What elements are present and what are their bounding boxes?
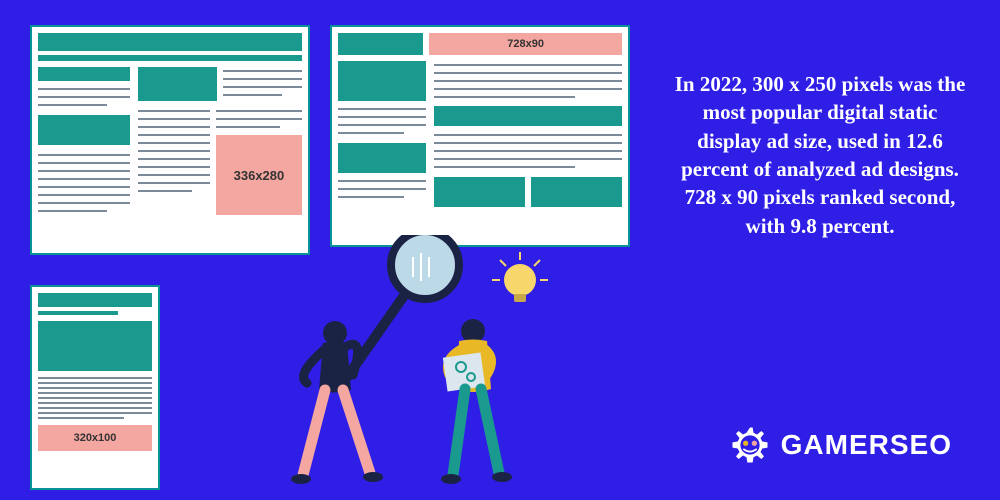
- wireframe-block: [338, 143, 426, 173]
- wireframe-subheader: [38, 55, 302, 61]
- people-illustration: [220, 235, 620, 495]
- wireframe-336x280: 336x280: [30, 25, 310, 255]
- brand-logo: GAMERSEO: [729, 424, 952, 466]
- wireframe-header: [38, 293, 152, 307]
- wireframe-mobile-320x100: 320x100: [30, 285, 160, 490]
- wireframe-block: [434, 106, 622, 126]
- brand-name: GAMERSEO: [781, 429, 952, 461]
- wireframe-block: [338, 61, 426, 101]
- infographic-copy: In 2022, 300 x 250 pixels was the most p…: [670, 70, 970, 240]
- ad-320x100: 320x100: [38, 425, 152, 451]
- wireframe-header: [338, 33, 423, 55]
- wireframe-block: [38, 67, 130, 81]
- wireframe-block: [38, 321, 152, 371]
- wireframe-block: [531, 177, 622, 207]
- ad-728x90: 728x90: [429, 33, 622, 55]
- wireframe-728x90: 728x90: [330, 25, 630, 247]
- ad-336x280: 336x280: [216, 135, 302, 215]
- wireframe-block: [138, 67, 217, 101]
- wireframe-block: [38, 115, 130, 145]
- wireframe-header: [38, 33, 302, 51]
- gear-icon: [729, 424, 771, 466]
- wireframe-subheader: [38, 311, 118, 315]
- wireframe-block: [434, 177, 525, 207]
